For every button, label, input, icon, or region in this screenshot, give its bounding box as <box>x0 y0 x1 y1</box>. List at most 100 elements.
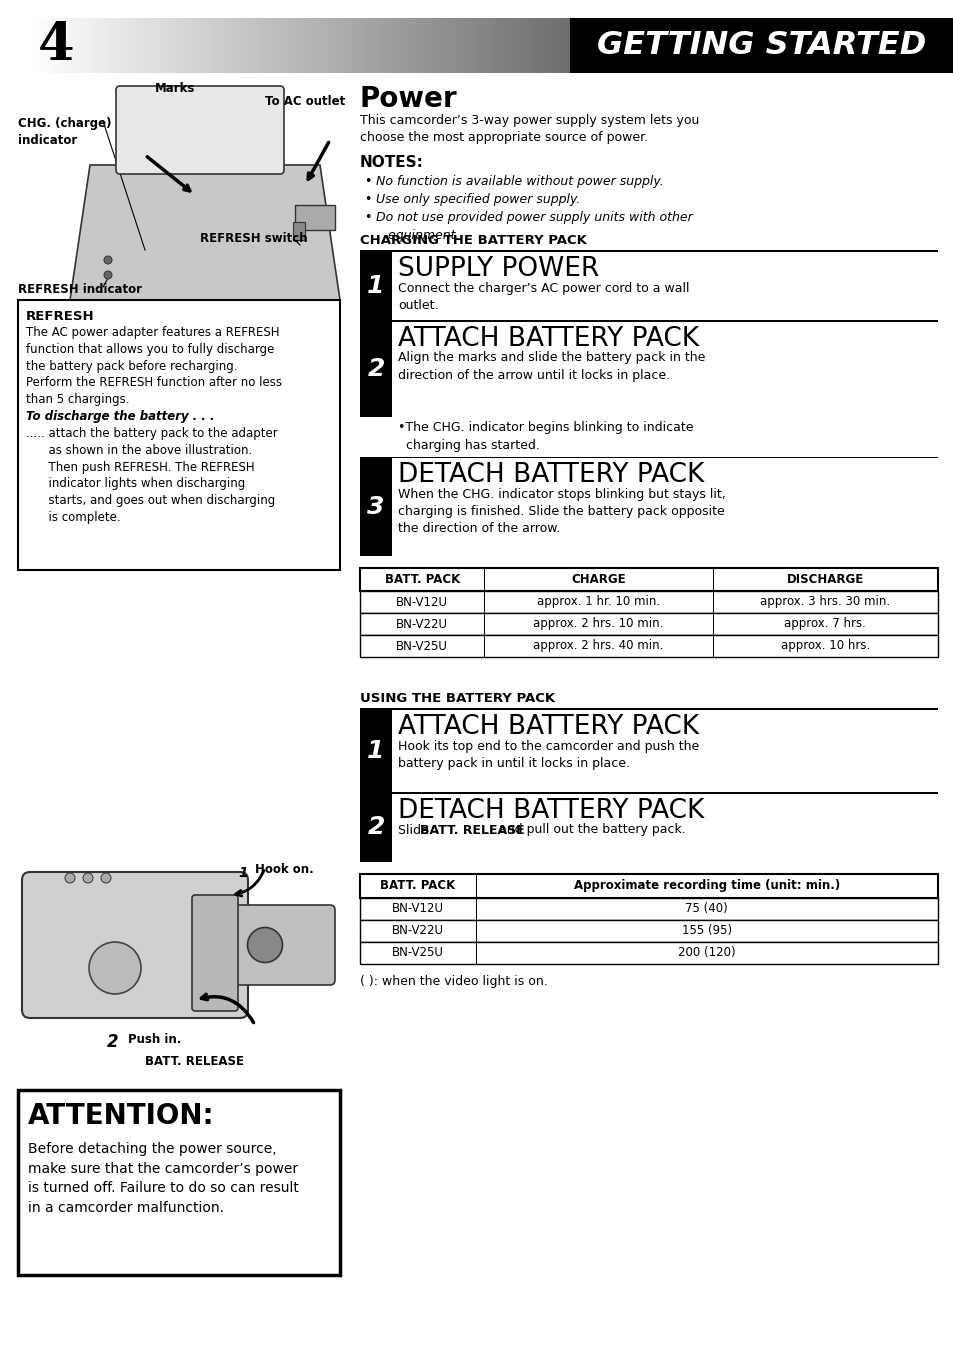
Text: 155 (95): 155 (95) <box>681 924 731 938</box>
Bar <box>484 568 485 591</box>
Text: BATT. PACK: BATT. PACK <box>384 573 459 585</box>
Text: 2: 2 <box>107 1033 118 1051</box>
Text: REFRESH indicator: REFRESH indicator <box>18 283 142 295</box>
Text: BN-V12U: BN-V12U <box>395 595 448 608</box>
Text: BN-V25U: BN-V25U <box>395 640 448 653</box>
Polygon shape <box>70 165 339 299</box>
Circle shape <box>104 271 112 279</box>
Text: DISCHARGE: DISCHARGE <box>786 573 863 585</box>
Text: •: • <box>364 192 371 206</box>
Bar <box>569 18 953 73</box>
Bar <box>359 635 937 657</box>
Text: ..... attach the battery pack to the adapter
      as shown in the above illustr: ..... attach the battery pack to the ada… <box>26 427 277 524</box>
Bar <box>484 612 485 635</box>
Text: This camcorder’s 3-way power supply system lets you
choose the most appropriate : This camcorder’s 3-way power supply syst… <box>359 114 699 145</box>
Text: CHARGE: CHARGE <box>571 573 625 585</box>
Text: Before detaching the power source,
make sure that the camcorder’s power
is turne: Before detaching the power source, make … <box>28 1142 298 1214</box>
Text: The AC power adapter features a REFRESH
function that allows you to fully discha: The AC power adapter features a REFRESH … <box>26 327 282 406</box>
Text: Hook on.: Hook on. <box>254 863 314 875</box>
Text: SUPPLY POWER: SUPPLY POWER <box>397 256 598 282</box>
Text: BATT. RELEASE: BATT. RELEASE <box>145 1056 244 1068</box>
Bar <box>712 612 713 635</box>
Text: Power: Power <box>359 85 457 112</box>
Bar <box>359 710 392 793</box>
FancyBboxPatch shape <box>116 85 284 173</box>
Text: Use only specified power supply.: Use only specified power supply. <box>375 192 579 206</box>
Bar <box>359 591 937 612</box>
Bar <box>359 793 937 794</box>
Text: •The CHG. indicator begins blinking to indicate
  charging has started.: •The CHG. indicator begins blinking to i… <box>397 421 693 451</box>
FancyBboxPatch shape <box>22 873 248 1018</box>
Text: 1: 1 <box>367 738 384 763</box>
Bar <box>359 252 392 320</box>
Text: 4: 4 <box>38 20 74 70</box>
Text: ATTACH BATTERY PACK: ATTACH BATTERY PACK <box>397 325 699 351</box>
Circle shape <box>104 256 112 264</box>
Bar <box>359 942 937 963</box>
Text: Do not use provided power supply units with other
   equipment.: Do not use provided power supply units w… <box>375 211 692 241</box>
Bar <box>359 612 937 635</box>
Text: BN-V22U: BN-V22U <box>392 924 443 938</box>
Bar <box>359 709 937 710</box>
Text: BN-V22U: BN-V22U <box>395 618 448 630</box>
Text: GETTING STARTED: GETTING STARTED <box>597 30 925 61</box>
FancyBboxPatch shape <box>192 896 237 1011</box>
Bar <box>359 794 392 862</box>
Text: Align the marks and slide the battery pack in the
direction of the arrow until i: Align the marks and slide the battery pa… <box>397 351 704 382</box>
Text: •: • <box>364 175 371 188</box>
Text: To AC outlet: To AC outlet <box>265 95 345 108</box>
Bar <box>359 320 937 321</box>
Text: approx. 1 hr. 10 min.: approx. 1 hr. 10 min. <box>537 595 659 608</box>
Text: ATTACH BATTERY PACK: ATTACH BATTERY PACK <box>397 714 699 740</box>
Bar <box>712 568 713 591</box>
Text: 1: 1 <box>367 274 384 298</box>
Bar <box>18 1089 339 1275</box>
Text: NOTES:: NOTES: <box>359 154 423 169</box>
Text: BN-V25U: BN-V25U <box>392 946 443 959</box>
Text: CHG. (charge)
indicator: CHG. (charge) indicator <box>18 117 112 146</box>
Bar <box>359 457 937 458</box>
Text: REFRESH: REFRESH <box>26 310 94 322</box>
Text: approx. 10 hrs.: approx. 10 hrs. <box>780 640 869 653</box>
Bar <box>484 591 485 612</box>
Text: When the CHG. indicator stops blinking but stays lit,
charging is finished. Slid: When the CHG. indicator stops blinking b… <box>397 488 725 535</box>
Text: Connect the charger’s AC power cord to a wall
outlet.: Connect the charger’s AC power cord to a… <box>397 282 689 312</box>
Bar <box>712 591 713 612</box>
Bar <box>484 635 485 657</box>
Bar <box>18 299 339 570</box>
Text: ( ): when the video light is on.: ( ): when the video light is on. <box>359 976 547 989</box>
Text: Marks: Marks <box>154 83 195 95</box>
Text: approx. 2 hrs. 10 min.: approx. 2 hrs. 10 min. <box>533 618 663 630</box>
Bar <box>293 222 305 240</box>
Text: BN-V12U: BN-V12U <box>392 902 443 915</box>
Text: 1: 1 <box>237 866 248 879</box>
Text: Push in.: Push in. <box>128 1033 181 1046</box>
Text: approx. 7 hrs.: approx. 7 hrs. <box>783 618 865 630</box>
Text: BATT. PACK: BATT. PACK <box>380 879 455 892</box>
Text: 200 (120): 200 (120) <box>678 946 735 959</box>
Text: Approximate recording time (unit: min.): Approximate recording time (unit: min.) <box>573 879 839 892</box>
Bar <box>359 321 392 416</box>
Bar <box>359 874 937 897</box>
Text: To discharge the battery . . .: To discharge the battery . . . <box>26 411 214 423</box>
Text: and pull out the battery pack.: and pull out the battery pack. <box>495 824 685 836</box>
Text: USING THE BATTERY PACK: USING THE BATTERY PACK <box>359 692 555 705</box>
Text: 3: 3 <box>367 495 384 519</box>
Text: CHARGING THE BATTERY PACK: CHARGING THE BATTERY PACK <box>359 234 586 247</box>
Bar <box>359 251 937 252</box>
Text: ATTENTION:: ATTENTION: <box>28 1102 214 1130</box>
Circle shape <box>65 873 75 883</box>
Text: approx. 3 hrs. 30 min.: approx. 3 hrs. 30 min. <box>760 595 889 608</box>
Ellipse shape <box>247 928 282 962</box>
Ellipse shape <box>89 942 141 995</box>
Text: Slide: Slide <box>397 824 433 836</box>
Bar <box>359 897 937 920</box>
Bar <box>359 458 392 556</box>
Text: DETACH BATTERY PACK: DETACH BATTERY PACK <box>397 798 703 824</box>
Bar <box>712 635 713 657</box>
Text: •: • <box>364 211 371 224</box>
Circle shape <box>83 873 92 883</box>
Text: Hook its top end to the camcorder and push the
battery pack in until it locks in: Hook its top end to the camcorder and pu… <box>397 740 699 770</box>
Text: 75 (40): 75 (40) <box>684 902 727 915</box>
Text: approx. 2 hrs. 40 min.: approx. 2 hrs. 40 min. <box>533 640 663 653</box>
